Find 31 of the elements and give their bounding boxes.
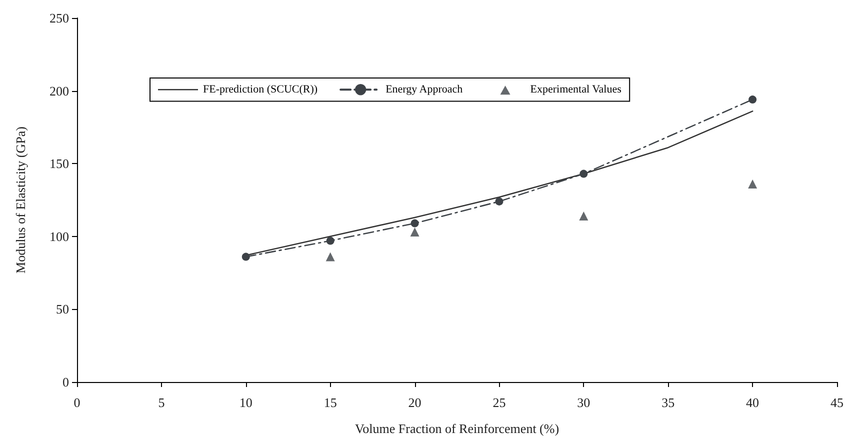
y-tick-label: 250 [50,10,69,26]
x-tick-label: 25 [492,395,506,410]
legend-label: Energy Approach [386,84,464,96]
point [410,219,419,228]
x-tick-label: 5 [158,395,165,410]
y-tick-label: 150 [50,156,69,172]
x-axis-title: Volume Fraction of Reinforcement (%) [354,421,560,436]
y-tick-label: 50 [56,302,69,317]
y-tick-label: 0 [62,374,69,390]
point [748,96,757,104]
point [326,252,335,262]
y-tick-label: 200 [50,83,69,98]
point [580,170,588,178]
point [242,252,250,261]
y-axis-title: Modulus of Elasticity (GPa) [13,126,28,274]
legend-label: Experimental Values [530,84,622,96]
point [495,197,504,206]
x-tick-label: 10 [239,395,252,410]
x-tick-label: 0 [74,395,80,410]
y-tick-label: 100 [50,228,69,244]
legend-label: FE-prediction (SCUC(R)) [203,84,318,96]
point [326,236,334,245]
x-tick-label: 35 [662,395,675,410]
x-tick-label: 45 [830,395,844,410]
x-tick-label: 40 [746,395,760,410]
point [579,212,588,221]
point [410,228,420,237]
x-tick-label: 15 [324,395,337,410]
point [748,179,758,188]
x-tick-label: 30 [577,395,590,410]
x-tick-label: 20 [408,395,422,410]
